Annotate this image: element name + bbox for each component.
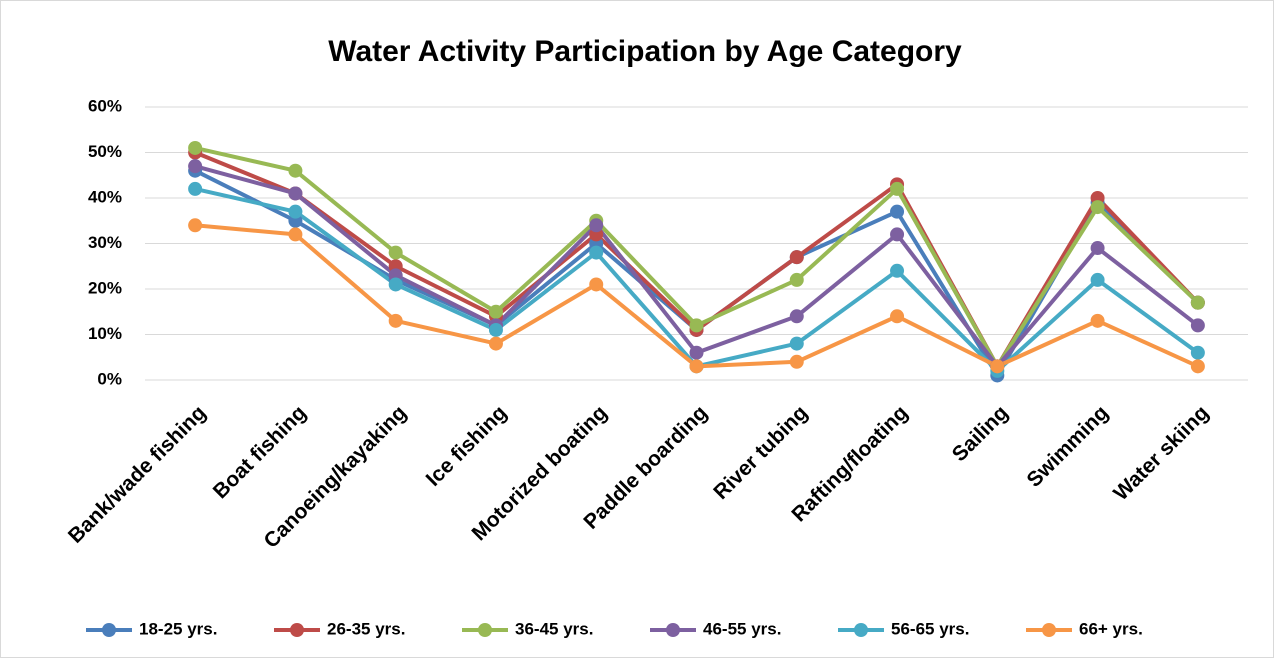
legend-label: 46-55 yrs. bbox=[703, 619, 781, 638]
y-tick-label: 30% bbox=[88, 233, 122, 252]
data-point bbox=[789, 272, 804, 287]
data-point bbox=[890, 309, 905, 324]
y-tick-label: 0% bbox=[97, 369, 122, 388]
y-tick-label: 10% bbox=[88, 324, 122, 343]
data-point bbox=[1190, 359, 1205, 374]
data-point bbox=[488, 336, 503, 351]
data-point bbox=[288, 186, 303, 201]
legend-marker bbox=[1042, 623, 1056, 637]
data-point bbox=[188, 159, 203, 174]
legend-marker bbox=[290, 623, 304, 637]
legend-label: 26-35 yrs. bbox=[327, 619, 405, 638]
data-point bbox=[589, 218, 604, 233]
chart-title: Water Activity Participation by Age Cate… bbox=[328, 35, 962, 68]
data-point bbox=[789, 250, 804, 265]
data-point bbox=[388, 245, 403, 260]
y-tick-label: 60% bbox=[88, 96, 122, 115]
data-point bbox=[689, 318, 704, 333]
legend-marker bbox=[478, 623, 492, 637]
data-point bbox=[188, 140, 203, 155]
data-point bbox=[1090, 272, 1105, 287]
legend-label: 36-45 yrs. bbox=[515, 619, 593, 638]
y-tick-label: 20% bbox=[88, 278, 122, 297]
y-tick-label: 50% bbox=[88, 142, 122, 161]
data-point bbox=[388, 313, 403, 328]
legend-marker bbox=[666, 623, 680, 637]
data-point bbox=[388, 277, 403, 292]
y-tick-label: 40% bbox=[88, 187, 122, 206]
data-point bbox=[990, 359, 1005, 374]
data-point bbox=[1090, 313, 1105, 328]
data-point bbox=[890, 204, 905, 219]
data-point bbox=[1190, 295, 1205, 310]
data-point bbox=[188, 181, 203, 196]
data-point bbox=[689, 359, 704, 374]
legend-label: 66+ yrs. bbox=[1079, 619, 1143, 638]
data-point bbox=[789, 336, 804, 351]
data-point bbox=[890, 227, 905, 242]
data-point bbox=[288, 204, 303, 219]
data-point bbox=[890, 263, 905, 278]
data-point bbox=[488, 304, 503, 319]
legend-label: 56-65 yrs. bbox=[891, 619, 969, 638]
data-point bbox=[1090, 241, 1105, 256]
data-point bbox=[589, 277, 604, 292]
legend-marker bbox=[854, 623, 868, 637]
data-point bbox=[689, 345, 704, 360]
data-point bbox=[288, 227, 303, 242]
data-point bbox=[789, 309, 804, 324]
data-point bbox=[1090, 200, 1105, 215]
legend-marker bbox=[102, 623, 116, 637]
data-point bbox=[288, 163, 303, 178]
data-point bbox=[1190, 345, 1205, 360]
data-point bbox=[890, 181, 905, 196]
data-point bbox=[789, 354, 804, 369]
legend-label: 18-25 yrs. bbox=[139, 619, 217, 638]
data-point bbox=[589, 245, 604, 260]
data-point bbox=[488, 322, 503, 337]
data-point bbox=[1190, 318, 1205, 333]
data-point bbox=[188, 218, 203, 233]
